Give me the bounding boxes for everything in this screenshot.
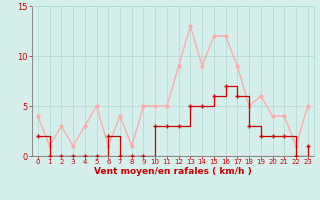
X-axis label: Vent moyen/en rafales ( km/h ): Vent moyen/en rafales ( km/h ) — [94, 167, 252, 176]
